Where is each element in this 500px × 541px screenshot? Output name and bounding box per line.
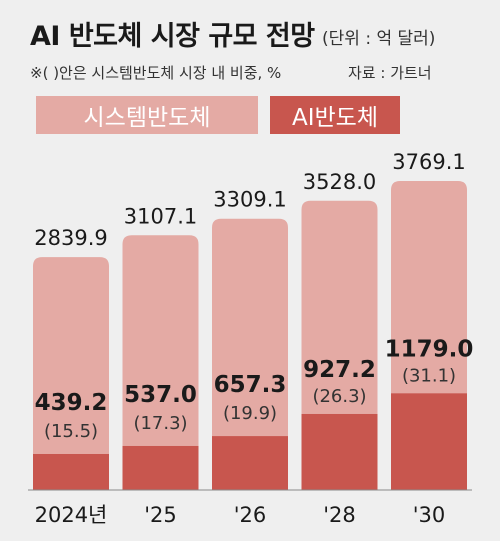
share-label: (15.5)	[44, 421, 98, 442]
value-label-system: 3769.1	[392, 150, 465, 174]
source-label: 자료 : 가트너	[348, 64, 432, 82]
bar-ai-semiconductor	[122, 445, 199, 490]
legend-ai-semiconductor: AI반도체	[270, 96, 400, 134]
bar-ai-semiconductor	[391, 393, 467, 490]
bar-ai-semiconductor	[212, 436, 288, 490]
value-label-system: 3528.0	[303, 170, 376, 194]
share-note: ※( )안은 시스템반도체 시장 내 비중, %	[30, 64, 282, 82]
value-label-system: 2839.9	[34, 226, 107, 250]
value-label-ai: 657.3	[214, 372, 287, 398]
x-tick-label: '25	[144, 503, 177, 527]
bar-system-semiconductor	[122, 235, 199, 490]
share-label: (26.3)	[312, 386, 366, 407]
value-label-ai: 1179.0	[385, 336, 474, 362]
x-tick-label: 2024년	[35, 503, 108, 527]
legend-system-semiconductor: 시스템반도체	[36, 96, 258, 134]
value-label-ai: 927.2	[303, 357, 376, 383]
x-tick-label: '28	[323, 503, 356, 527]
bar-ai-semiconductor	[33, 453, 109, 490]
bar-system-semiconductor	[212, 218, 288, 490]
value-label-system: 3107.1	[124, 204, 197, 228]
share-label: (17.3)	[133, 413, 187, 434]
share-label: (31.1)	[402, 365, 456, 386]
unit-label: (단위 : 억 달러)	[322, 29, 436, 49]
value-label-ai: 439.2	[35, 390, 108, 416]
x-tick-label: '30	[413, 503, 446, 527]
bar-ai-semiconductor	[301, 413, 378, 490]
value-label-ai: 537.0	[124, 382, 197, 408]
x-tick-label: '26	[234, 503, 267, 527]
chart-title: AI 반도체 시장 규모 전망	[30, 21, 315, 52]
share-label: (19.9)	[223, 403, 277, 424]
bar-system-semiconductor	[33, 257, 109, 490]
value-label-system: 3309.1	[213, 188, 286, 212]
